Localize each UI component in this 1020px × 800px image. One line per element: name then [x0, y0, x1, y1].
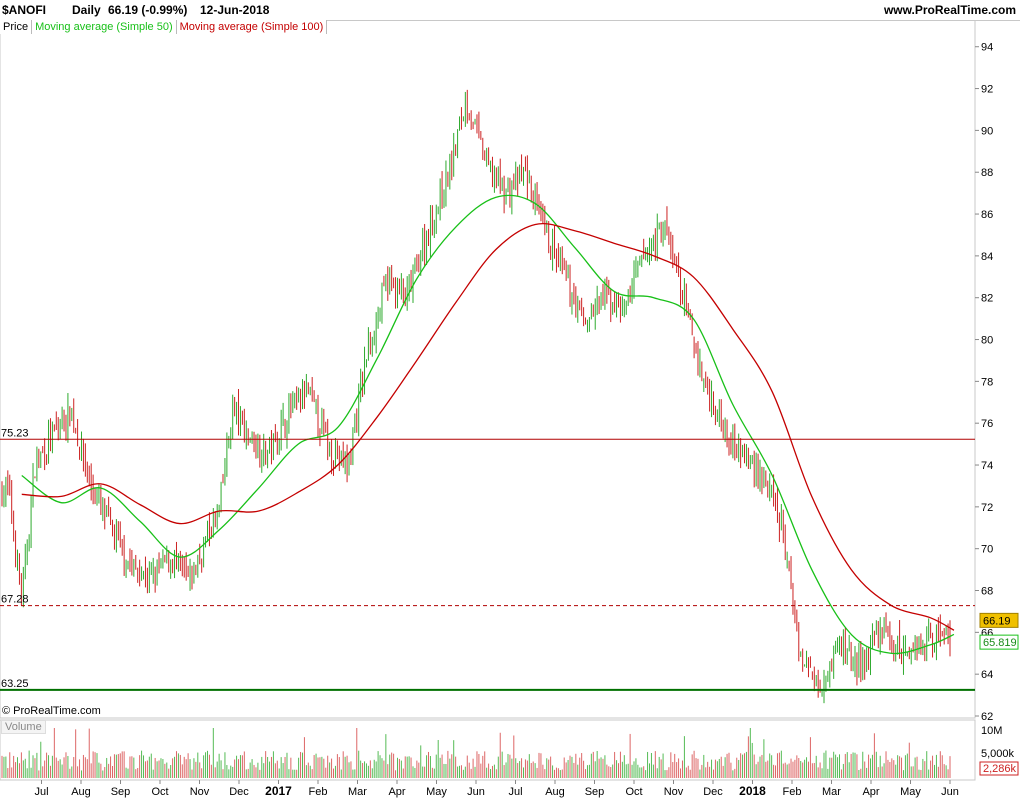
ma50-value-label: 65.819 — [983, 637, 1017, 649]
y-tick-label: 90 — [981, 125, 993, 137]
ma100-line — [21, 223, 955, 631]
level-label: 67.28 — [1, 594, 29, 606]
x-tick-label: 2017 — [265, 784, 292, 798]
chart-header: $ANOFI Daily 66.19 (-0.99%) 12-Jun-2018 … — [0, 0, 1020, 21]
x-tick-label: May — [426, 786, 447, 798]
y-tick-label: 82 — [981, 293, 993, 305]
time-axis: Jul Aug Sep Oct Nov Dec 2017 Feb Mar Apr May Jun Jul… — [34, 780, 959, 798]
x-tick-label: Jul — [34, 786, 48, 798]
volume-tick-label: 10M — [981, 725, 1002, 737]
x-tick-label: Dec — [229, 786, 249, 798]
y-tick-label: 70 — [981, 544, 993, 556]
y-tick-label: 76 — [981, 418, 993, 430]
volume-tick-label: 5,000k — [981, 748, 1015, 760]
x-tick-label: Jun — [941, 786, 959, 798]
y-tick-label: 68 — [981, 586, 993, 598]
level-label: 63.25 — [1, 678, 29, 690]
x-tick-label: Mar — [348, 786, 367, 798]
y-tick-label: 72 — [981, 502, 993, 514]
price-axis: 626466687072747678808284868890929410M5,0… — [975, 42, 1015, 760]
volume-panel-frame — [0, 719, 976, 781]
x-tick-label: Mar — [822, 786, 841, 798]
legend-ma100[interactable]: Moving average (Simple 100) — [177, 20, 328, 34]
quote-date: 12-Jun-2018 — [200, 3, 270, 17]
y-tick-label: 64 — [981, 669, 993, 681]
y-tick-label: 88 — [981, 167, 993, 179]
timeframe-label: Daily — [72, 3, 101, 17]
legend-price[interactable]: Price — [0, 20, 33, 34]
last-price-badge — [979, 612, 1019, 628]
y-tick-label: 62 — [981, 711, 993, 723]
x-tick-label: Aug — [545, 786, 565, 798]
last-quote: 66.19 (-0.99%) — [108, 3, 188, 17]
y-tick-label: 94 — [981, 42, 993, 54]
x-tick-label: Feb — [309, 786, 328, 798]
volume-last-badge — [979, 761, 1019, 776]
ma50-line — [21, 194, 955, 655]
x-tick-label: Apr — [862, 786, 879, 798]
x-tick-label: Aug — [71, 786, 91, 798]
price-panel-frame — [0, 19, 976, 719]
legend-ma50[interactable]: Moving average (Simple 50) — [32, 20, 177, 34]
last-price-label: 66.19 — [983, 615, 1011, 627]
annotations-layer: 75.23 67.28 63.25 — [0, 427, 975, 691]
copyright-label: © ProRealTime.com — [2, 705, 101, 717]
site-brand: www.ProRealTime.com — [883, 3, 1016, 17]
instrument-symbol: $ANOFI — [2, 3, 47, 17]
x-tick-label: Oct — [151, 786, 168, 798]
x-tick-label: Feb — [783, 786, 802, 798]
x-tick-label: Apr — [388, 786, 405, 798]
level-label: 75.23 — [1, 427, 29, 439]
y-tick-label: 86 — [981, 209, 993, 221]
indicator-legend: Price Moving average (Simple 50) Moving … — [0, 20, 328, 34]
badges-layer: 2,286k 66.19 65.819 — [979, 612, 1019, 776]
y-tick-label: 78 — [981, 376, 993, 388]
lines-layer — [21, 194, 955, 655]
x-tick-label: Oct — [625, 786, 642, 798]
y-tick-label: 84 — [981, 251, 993, 263]
x-tick-label: May — [900, 786, 921, 798]
y-tick-label: 74 — [981, 460, 993, 472]
x-tick-label: Dec — [703, 786, 723, 798]
x-tick-label: Nov — [664, 786, 684, 798]
volume-panel-label: Volume — [1, 720, 46, 734]
ma50-value-badge — [979, 634, 1019, 650]
x-tick-label: Nov — [190, 786, 210, 798]
x-tick-label: Sep — [585, 786, 605, 798]
x-tick-label: Sep — [111, 786, 131, 798]
x-tick-label: Jul — [508, 786, 522, 798]
y-tick-label: 80 — [981, 335, 993, 347]
x-tick-label: 2018 — [739, 784, 766, 798]
volume-last-label: 2,286k — [983, 763, 1017, 775]
candles-layer — [1, 89, 951, 704]
y-tick-label: 92 — [981, 84, 993, 96]
volume-layer — [1, 728, 951, 778]
x-tick-label: Jun — [467, 786, 485, 798]
